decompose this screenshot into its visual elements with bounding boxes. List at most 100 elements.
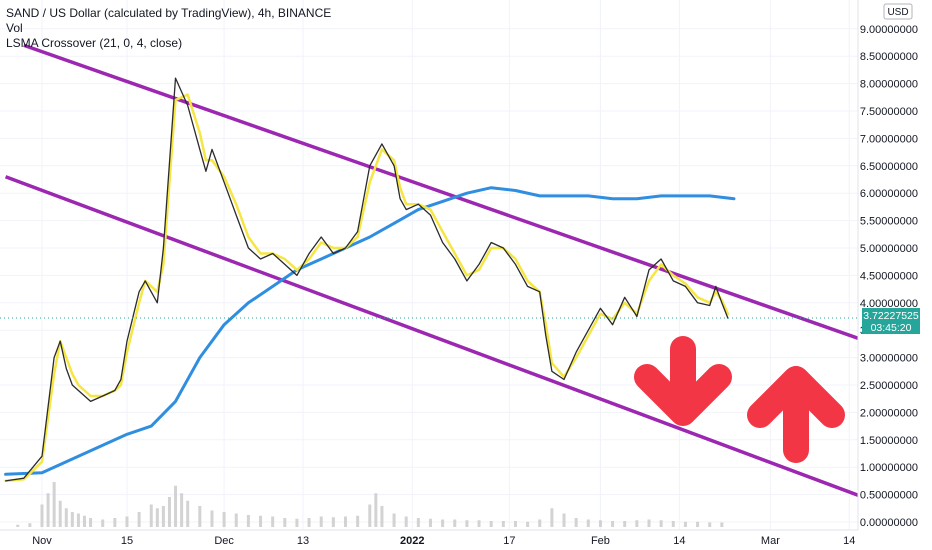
current-price-value: 3.72227525: [863, 310, 919, 322]
time-tick-label: 14: [673, 535, 685, 547]
volume-bars: [16, 482, 724, 527]
volume-bar: [331, 517, 335, 527]
volume-bar: [307, 518, 311, 527]
price-tick-label: 6.50000000: [860, 161, 918, 173]
volume-bar: [368, 504, 372, 527]
volume-bar: [101, 519, 105, 527]
volume-bar: [295, 518, 299, 527]
volume-bar: [659, 520, 663, 527]
price-tick-label: 6.00000000: [860, 188, 918, 200]
time-tick-label: Nov: [32, 535, 52, 547]
price-tick-label: 1.00000000: [860, 462, 918, 474]
volume-bar: [611, 521, 615, 527]
up-arrow-icon-shape: [747, 366, 845, 463]
time-tick-label: Dec: [214, 535, 234, 547]
volume-bar: [374, 493, 378, 527]
volume-bar: [246, 515, 250, 527]
lsma-line[interactable]: [4, 93, 730, 483]
volume-bar: [149, 504, 153, 527]
indicator-lsma-label[interactable]: LSMA Crossover (21, 0, 4, close): [6, 36, 183, 50]
volume-bar: [404, 516, 408, 527]
price-tick-label: 2.50000000: [860, 380, 918, 392]
volume-bar: [64, 508, 68, 527]
volume-bar: [696, 521, 700, 527]
currency-badge[interactable]: USD: [883, 3, 913, 20]
price-line[interactable]: [4, 77, 729, 482]
price-tick-label: 1.50000000: [860, 435, 918, 447]
volume-bar: [76, 513, 80, 527]
volume-bar: [526, 521, 530, 527]
symbol-title[interactable]: SAND / US Dollar (calculated by TradingV…: [6, 6, 332, 20]
volume-bar: [416, 518, 420, 527]
volume-bar: [720, 522, 724, 527]
up-arrow-icon: [747, 366, 845, 463]
time-tick-label: 14: [843, 535, 855, 547]
volume-bar: [623, 521, 627, 527]
volume-bar: [40, 504, 44, 527]
volume-bar: [180, 493, 184, 527]
indicator-volume-label[interactable]: Vol: [6, 21, 23, 35]
volume-bar: [161, 506, 165, 527]
volume-bar: [198, 506, 202, 527]
volume-bar: [28, 523, 32, 527]
volume-bar: [167, 497, 171, 527]
volume-bar: [380, 506, 384, 527]
lower-channel-line[interactable]: [4, 175, 887, 508]
volume-bar: [259, 515, 263, 527]
price-tick-label: 3.00000000: [860, 353, 918, 365]
price-tick-label: 0.00000000: [860, 517, 918, 529]
volume-bar: [538, 519, 542, 527]
volume-bar: [210, 510, 214, 527]
volume-bar: [52, 482, 56, 527]
volume-bar: [453, 519, 457, 527]
volume-bar: [234, 513, 238, 527]
volume-bar: [683, 521, 687, 527]
volume-bar: [319, 516, 323, 527]
price-tick-label: 8.00000000: [860, 79, 918, 91]
price-tick-label: 7.50000000: [860, 106, 918, 118]
volume-bar: [125, 516, 129, 527]
volume-bar: [356, 515, 360, 527]
volume-bar: [598, 520, 602, 527]
volume-bar: [222, 512, 226, 527]
volume-bar: [82, 515, 86, 527]
currency-badge-label: USD: [887, 7, 908, 18]
upper-channel-line[interactable]: [23, 43, 911, 359]
down-arrow-icon: [634, 336, 732, 426]
volume-bar: [562, 513, 566, 527]
volume-bar: [513, 521, 517, 527]
volume-bar: [58, 500, 62, 527]
time-tick-label: 2022: [400, 535, 424, 547]
volume-bar: [392, 513, 396, 527]
time-tick-label: 15: [121, 535, 133, 547]
volume-bar: [113, 518, 117, 527]
time-tick-label: Feb: [591, 535, 610, 547]
price-tick-label: 7.00000000: [860, 133, 918, 145]
time-tick-label: 17: [503, 535, 515, 547]
volume-bar: [70, 512, 74, 527]
volume-bar: [46, 493, 50, 527]
price-axis-background: [858, 0, 932, 550]
price-tick-label: 0.50000000: [860, 490, 918, 502]
time-tick-label: 13: [297, 535, 309, 547]
volume-bar: [501, 521, 505, 527]
volume-bar: [174, 485, 178, 527]
chart-legend: SAND / US Dollar (calculated by TradingV…: [6, 6, 331, 51]
long-moving-average-line[interactable]: [4, 186, 736, 476]
grid: [0, 0, 858, 530]
volume-bar: [550, 508, 554, 527]
volume-bar: [89, 518, 93, 527]
price-tick-label: 2.00000000: [860, 407, 918, 419]
volume-bar: [477, 520, 481, 527]
current-price-badge-box: [862, 308, 920, 335]
volume-bar: [137, 512, 141, 527]
price-tick-label: 9.00000000: [860, 24, 918, 36]
price-tick-label: 4.50000000: [860, 270, 918, 282]
volume-bar: [283, 518, 287, 527]
price-tick-label: 5.00000000: [860, 243, 918, 255]
volume-bar: [186, 500, 190, 527]
volume-bar: [465, 520, 469, 527]
current-price-countdown: 03:45:20: [871, 322, 912, 334]
